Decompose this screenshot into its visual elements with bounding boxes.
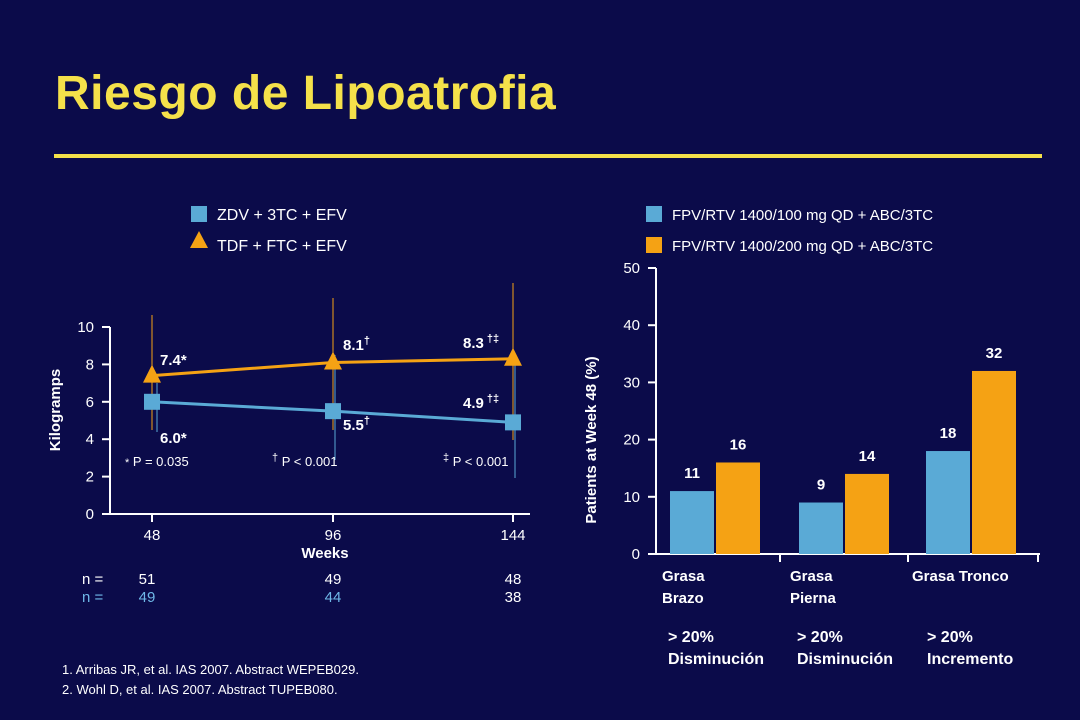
y-tick-label: 50 — [623, 260, 640, 277]
category-note: > 20% — [668, 629, 714, 646]
y-tick-label: 0 — [86, 506, 94, 523]
p-value-symbol: † — [272, 452, 278, 464]
y-tick-label: 20 — [623, 432, 640, 449]
y-tick-label: 2 — [86, 469, 94, 486]
bar — [972, 370, 1016, 554]
bar-value-label: 14 — [859, 448, 876, 465]
bar-value-label: 16 — [730, 436, 747, 453]
n-value: 38 — [505, 589, 522, 606]
data-point-square — [325, 403, 341, 420]
bar — [670, 491, 714, 554]
footnote-1: 1. Arribas JR, et al. IAS 2007. Abstract… — [62, 662, 359, 677]
category-note: Incremento — [927, 651, 1013, 668]
data-point-triangle — [143, 364, 161, 383]
category-label: Grasa — [790, 568, 833, 585]
data-label: 8.1† — [343, 335, 370, 354]
p-value-text: P < 0.001 — [278, 454, 337, 469]
y-axis-title: Kilogramps — [47, 369, 64, 452]
category-note: > 20% — [797, 629, 843, 646]
data-label-value: 8.3 — [463, 335, 484, 352]
category-label: Grasa Tronco — [912, 568, 1009, 585]
x-axis-title: Weeks — [301, 545, 348, 562]
data-label: 5.5† — [343, 415, 370, 434]
footnote-2: 2. Wohl D, et al. IAS 2007. Abstract TUP… — [62, 682, 338, 697]
y-tick-label: 4 — [86, 431, 94, 448]
p-value-symbol: * — [125, 457, 130, 469]
title-underline — [54, 154, 1042, 158]
data-label-superscript: † — [364, 335, 370, 347]
legend-label: TDF + FTC + EFV — [217, 238, 347, 255]
legend-swatch-orange — [646, 237, 662, 253]
data-point-square — [505, 414, 521, 431]
bar — [926, 451, 970, 554]
data-point-triangle — [504, 347, 522, 366]
y-tick-label: 40 — [623, 317, 640, 334]
data-label-value: 6.0* — [160, 430, 187, 447]
legend-label: FPV/RTV 1400/200 mg QD + ABC/3TC — [672, 238, 933, 255]
y-tick-label: 8 — [86, 356, 94, 373]
data-label-value: 8.1 — [343, 337, 364, 354]
bar — [716, 462, 760, 554]
p-value-symbol: ‡ — [443, 452, 449, 464]
p-value-text: P < 0.001 — [449, 454, 508, 469]
category-label: Grasa — [662, 568, 705, 585]
data-label: 6.0* — [160, 430, 187, 447]
legend-swatch-triangle — [190, 231, 208, 248]
n-value: 51 — [139, 571, 156, 588]
n-label: n = — [82, 589, 104, 606]
p-value-note: † P < 0.001 — [272, 452, 338, 469]
data-label-value: 7.4* — [160, 352, 187, 369]
legend-swatch-blue — [646, 206, 662, 222]
bar-value-label: 18 — [940, 425, 957, 442]
n-value: 44 — [325, 589, 342, 606]
p-value-note: * P = 0.035 — [125, 454, 189, 469]
y-tick-label: 10 — [77, 319, 94, 336]
p-value-text: P = 0.035 — [129, 454, 188, 469]
y-tick-label: 0 — [632, 546, 640, 563]
x-tick-label: 48 — [144, 527, 161, 544]
y-tick-label: 30 — [623, 374, 640, 391]
n-label: n = — [82, 571, 104, 588]
data-point-triangle — [324, 351, 342, 370]
category-label: Pierna — [790, 590, 837, 607]
legend-label: FPV/RTV 1400/100 mg QD + ABC/3TC — [672, 207, 933, 224]
y-axis-title: Patients at Week 48 (%) — [583, 356, 600, 523]
category-note: Disminución — [668, 651, 764, 668]
x-tick-label: 144 — [500, 527, 525, 544]
data-point-square — [144, 393, 160, 410]
bar — [845, 473, 889, 554]
bar-value-label: 9 — [817, 477, 825, 494]
data-label-superscript: †‡ — [484, 393, 499, 405]
n-value: 49 — [325, 571, 342, 588]
data-label-value: 4.9 — [463, 395, 484, 412]
data-label-value: 5.5 — [343, 417, 364, 434]
data-label: 4.9 †‡ — [463, 393, 499, 412]
category-label: Brazo — [662, 590, 704, 607]
x-tick-label: 96 — [325, 527, 342, 544]
bar — [799, 502, 843, 554]
category-note: Disminución — [797, 651, 893, 668]
data-label: 7.4* — [160, 352, 187, 369]
data-label-superscript: † — [364, 415, 370, 427]
y-tick-label: 10 — [623, 489, 640, 506]
bar-value-label: 32 — [986, 345, 1003, 362]
data-label-superscript: †‡ — [484, 333, 499, 345]
legend-label: ZDV + 3TC + EFV — [217, 207, 347, 224]
n-value: 49 — [139, 589, 156, 606]
n-value: 48 — [505, 571, 522, 588]
p-value-note: ‡ P < 0.001 — [443, 452, 509, 469]
legend-swatch-square — [191, 206, 207, 222]
y-tick-label: 6 — [86, 394, 94, 411]
category-note: > 20% — [927, 629, 973, 646]
data-label: 8.3 †‡ — [463, 333, 499, 352]
page-title: Riesgo de Lipoatrofia — [55, 67, 557, 120]
bar-value-label: 11 — [684, 465, 700, 482]
